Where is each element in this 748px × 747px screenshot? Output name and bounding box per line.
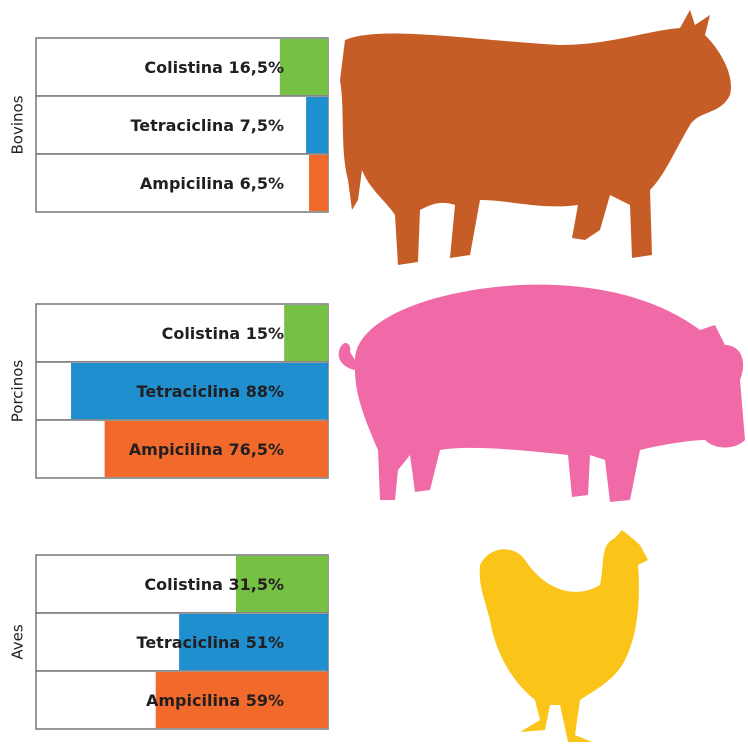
bar: [155, 672, 328, 728]
row-frame: [35, 303, 329, 363]
bar: [179, 614, 328, 670]
row-frame: [35, 37, 329, 97]
bar-label: Tetraciclina 51%: [137, 633, 284, 652]
bar-label: Tetraciclina 88%: [137, 382, 284, 401]
category-label: Colistina: [144, 58, 223, 77]
bar-label: Colistina 31,5%: [144, 575, 284, 594]
category-label: Ampicilina: [129, 440, 223, 459]
value-label: 15%: [246, 324, 284, 343]
category-label: Colistina: [162, 324, 241, 343]
bar: [104, 421, 329, 477]
value-label: 31,5%: [228, 575, 284, 594]
value-label: 16,5%: [228, 58, 284, 77]
value-label: 51%: [246, 633, 284, 652]
group-label: Bovinos: [9, 95, 27, 154]
category-label: Ampicilina: [140, 174, 234, 193]
category-label: Tetraciclina: [130, 116, 234, 135]
row-frame: [35, 95, 329, 155]
group-label: Aves: [9, 624, 27, 659]
bar: [309, 155, 328, 211]
value-label: 7,5%: [240, 116, 284, 135]
value-label: 6,5%: [240, 174, 284, 193]
category-label: Colistina: [144, 575, 223, 594]
bar-label: Ampicilina 76,5%: [129, 440, 284, 459]
chicken-silhouette: [479, 530, 648, 742]
bar-label: Colistina 16,5%: [144, 58, 284, 77]
value-label: 76,5%: [228, 440, 284, 459]
category-label: Tetraciclina: [137, 633, 241, 652]
pig-silhouette: [338, 284, 745, 502]
bar-label: Tetraciclina 7,5%: [130, 116, 284, 135]
bar: [306, 97, 328, 153]
category-label: Ampicilina: [146, 691, 240, 710]
row-frame: [35, 153, 329, 213]
bar: [236, 556, 328, 612]
bar-label: Ampicilina 59%: [146, 691, 284, 710]
bar: [284, 305, 328, 361]
cow-silhouette: [340, 10, 731, 265]
category-label: Tetraciclina: [137, 382, 241, 401]
bar: [279, 39, 328, 95]
bar: [71, 363, 328, 419]
bar-label: Ampicilina 6,5%: [140, 174, 284, 193]
bar-label: Colistina 15%: [162, 324, 284, 343]
value-label: 59%: [246, 691, 284, 710]
value-label: 88%: [246, 382, 284, 401]
group-label: Porcinos: [9, 360, 27, 423]
